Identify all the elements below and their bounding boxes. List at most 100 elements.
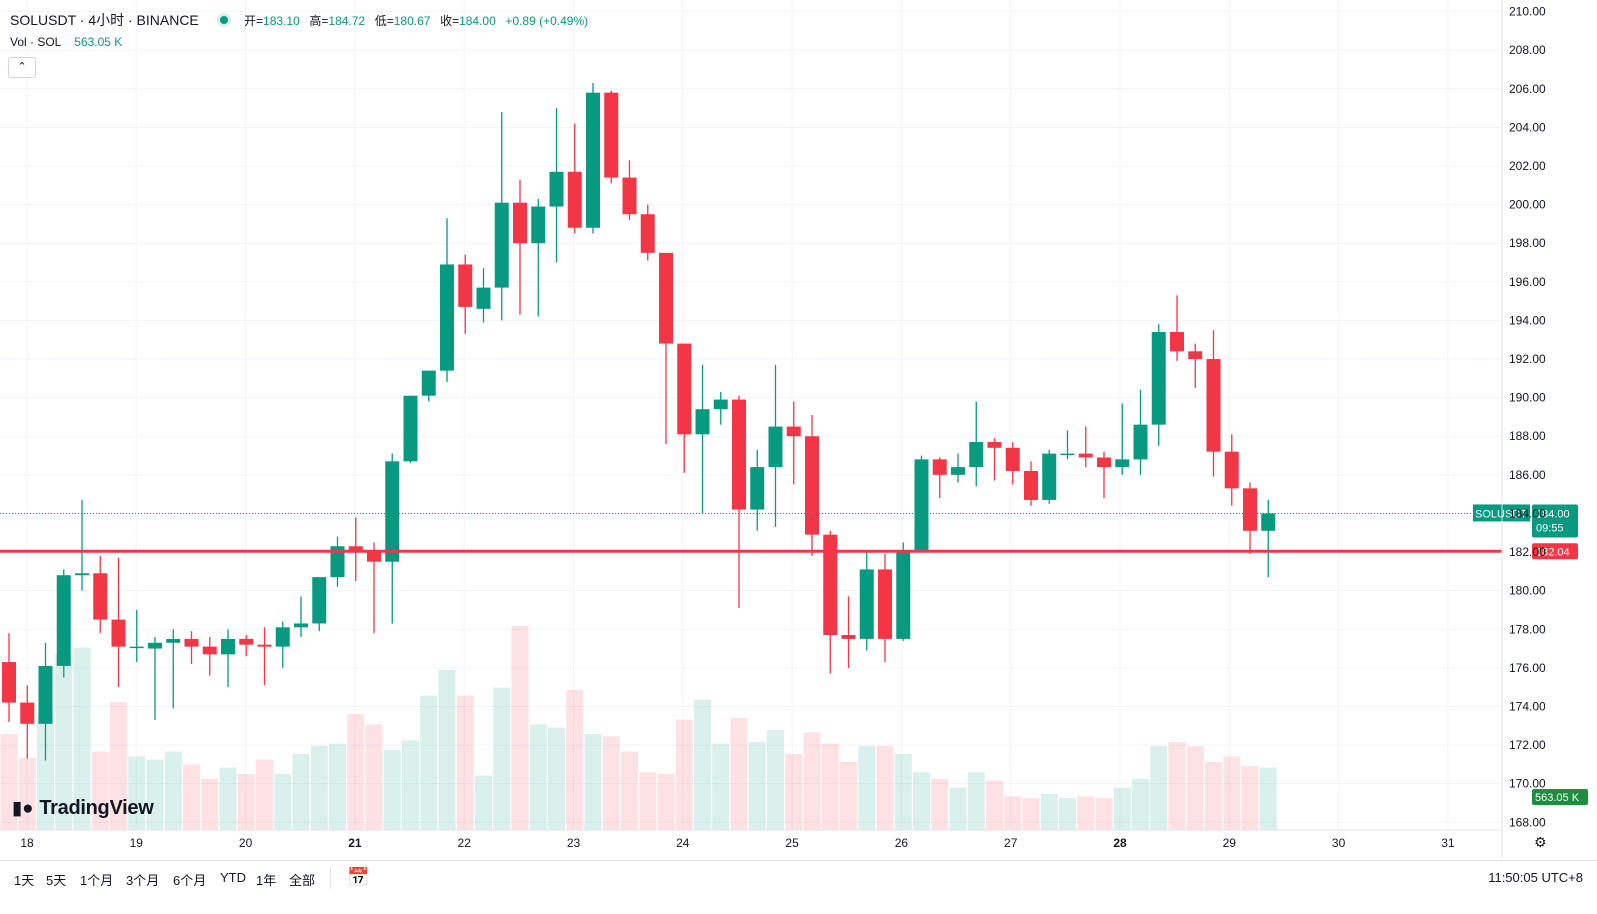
candles (2, 83, 1276, 761)
volume-bar (201, 778, 219, 830)
candle-body (969, 442, 984, 468)
volume-bar (292, 754, 310, 830)
x-tick-label: 19 (130, 836, 144, 850)
price-tag-value: 184.00 (1536, 508, 1570, 520)
volume-bar (876, 746, 894, 830)
y-tick-label: 204.00 (1509, 120, 1546, 134)
volume-bar (110, 702, 127, 830)
candle-body (275, 627, 290, 647)
calendar-icon[interactable]: 📅 (347, 867, 370, 887)
gear-icon[interactable]: ⚙ (1534, 834, 1547, 850)
volume-bar (639, 772, 657, 830)
volume-value: 563.05 K (74, 35, 123, 49)
volume-bar (237, 774, 255, 830)
candle-body (1024, 470, 1038, 500)
volume-legend: Vol · SOL 563.05 K (10, 35, 122, 49)
candle-body (695, 409, 710, 435)
volume-bar (694, 699, 711, 830)
x-tick-label: 21 (348, 836, 362, 850)
high-value: 184.72 (328, 14, 366, 28)
candle-body (38, 665, 53, 724)
candle-body (1060, 453, 1075, 456)
x-tick-label: 25 (785, 836, 799, 850)
candle-body (111, 619, 126, 647)
candle-body (1097, 457, 1111, 468)
open-value: 183.10 (263, 14, 300, 28)
market-status-dot (220, 16, 229, 24)
volume-bar (128, 756, 146, 830)
volume-bar (949, 787, 967, 830)
candle-body (640, 214, 655, 253)
candle-body (951, 467, 965, 475)
volume-tag-bg (1532, 789, 1588, 805)
tradingview-logo: ▮● TradingView (12, 797, 154, 820)
volume-bar (256, 759, 273, 830)
range-5d-button[interactable]: 5天 (46, 873, 67, 888)
chart-grid (0, 0, 1502, 830)
range-1d-button[interactable]: 1天 (14, 873, 35, 888)
range-1y-button[interactable]: 1年 (256, 873, 277, 888)
candle-body (239, 638, 254, 645)
y-tick-label: 202.00 (1509, 159, 1546, 173)
symbol-tag-text: SOLUSDT (1475, 508, 1527, 520)
brand-name: TradingView (39, 797, 154, 819)
volume-bar (548, 727, 565, 830)
candle-body (1261, 513, 1276, 531)
candle-body (440, 264, 454, 371)
change-value: +0.89 (+0.49%) (505, 14, 589, 28)
volume-bar (164, 751, 182, 830)
candle-body (1151, 332, 1166, 425)
volume-bar (730, 718, 748, 830)
chevron-up-icon[interactable]: ⌃ (8, 57, 36, 78)
x-tick-label: 26 (895, 836, 909, 850)
price-axis: 168.00 170.00 172.00 174.00 176.00 178.00 180.… (1501, 0, 1546, 860)
volume-bar (146, 759, 164, 830)
x-tick-label: 18 (20, 836, 34, 850)
candle-body (805, 436, 819, 535)
candle-body (768, 426, 783, 468)
range-6m-button[interactable]: 6个月 (173, 873, 207, 888)
volume-bar (602, 736, 620, 830)
range-all-button[interactable]: 全部 (289, 873, 316, 888)
candle-body (823, 534, 838, 636)
volume-bar (1223, 756, 1241, 830)
candle-body (1005, 447, 1020, 471)
range-3m-button[interactable]: 3个月 (126, 873, 160, 888)
clock-readout[interactable]: 11:50:05 UTC+8 (1488, 870, 1583, 885)
candle-body (56, 575, 71, 666)
y-tick-label: 186.00 (1509, 468, 1546, 482)
volume-bar (1113, 787, 1131, 830)
candle-body (1188, 351, 1203, 360)
symbol-title[interactable]: SOLUSDT · 4小时 · BINANCE (10, 12, 199, 28)
candle-body (312, 577, 327, 624)
y-tick-label: 182.00 (1509, 545, 1546, 559)
candle-body (1224, 451, 1239, 489)
volume-bar (894, 754, 912, 830)
candle-body (75, 573, 89, 576)
y-tick-label: 172.00 (1509, 738, 1546, 752)
volume-bar (329, 743, 346, 830)
x-tick-label: 31 (1441, 836, 1455, 850)
candle-body (403, 395, 418, 462)
x-tick-label: 20 (239, 836, 253, 850)
range-1m-button[interactable]: 1个月 (80, 873, 114, 888)
volume-bar (274, 774, 292, 830)
candle-body (1170, 332, 1184, 352)
volume-bar (18, 758, 36, 830)
range-ytd-button[interactable]: YTD (220, 870, 246, 885)
candle-body (531, 206, 546, 244)
chart-legend: SOLUSDT · 4小时 · BINANCE 开=183.10 高=184.7… (10, 10, 594, 30)
volume-bar (584, 734, 602, 830)
candle-body (932, 459, 947, 475)
candle-body (166, 638, 181, 643)
y-tick-label: 190.00 (1509, 391, 1546, 405)
x-tick-label: 30 (1332, 836, 1346, 850)
candle-body (786, 426, 801, 437)
price-tag-countdown: 09:55 (1536, 522, 1564, 534)
volume-bar (1132, 778, 1149, 830)
volume-bar (621, 751, 638, 830)
volume-bar (1095, 798, 1113, 830)
volume-bar (365, 724, 383, 830)
y-tick-label: 206.00 (1509, 82, 1546, 96)
